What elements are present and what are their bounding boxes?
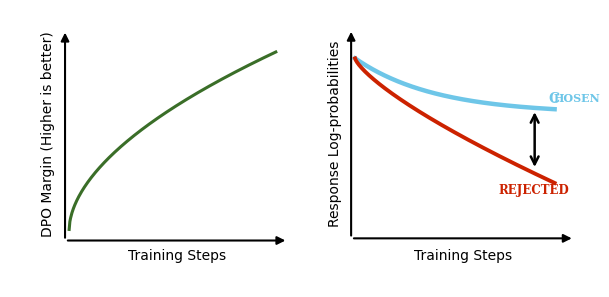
X-axis label: Training Steps: Training Steps <box>127 249 226 263</box>
Y-axis label: DPO Margin (Higher is better): DPO Margin (Higher is better) <box>41 31 55 236</box>
Text: C: C <box>549 92 560 106</box>
X-axis label: Training Steps: Training Steps <box>414 249 512 263</box>
Text: HOSEN: HOSEN <box>554 93 600 104</box>
Text: REJECTED: REJECTED <box>499 184 569 197</box>
Y-axis label: Response Log-probabilities: Response Log-probabilities <box>328 40 342 227</box>
